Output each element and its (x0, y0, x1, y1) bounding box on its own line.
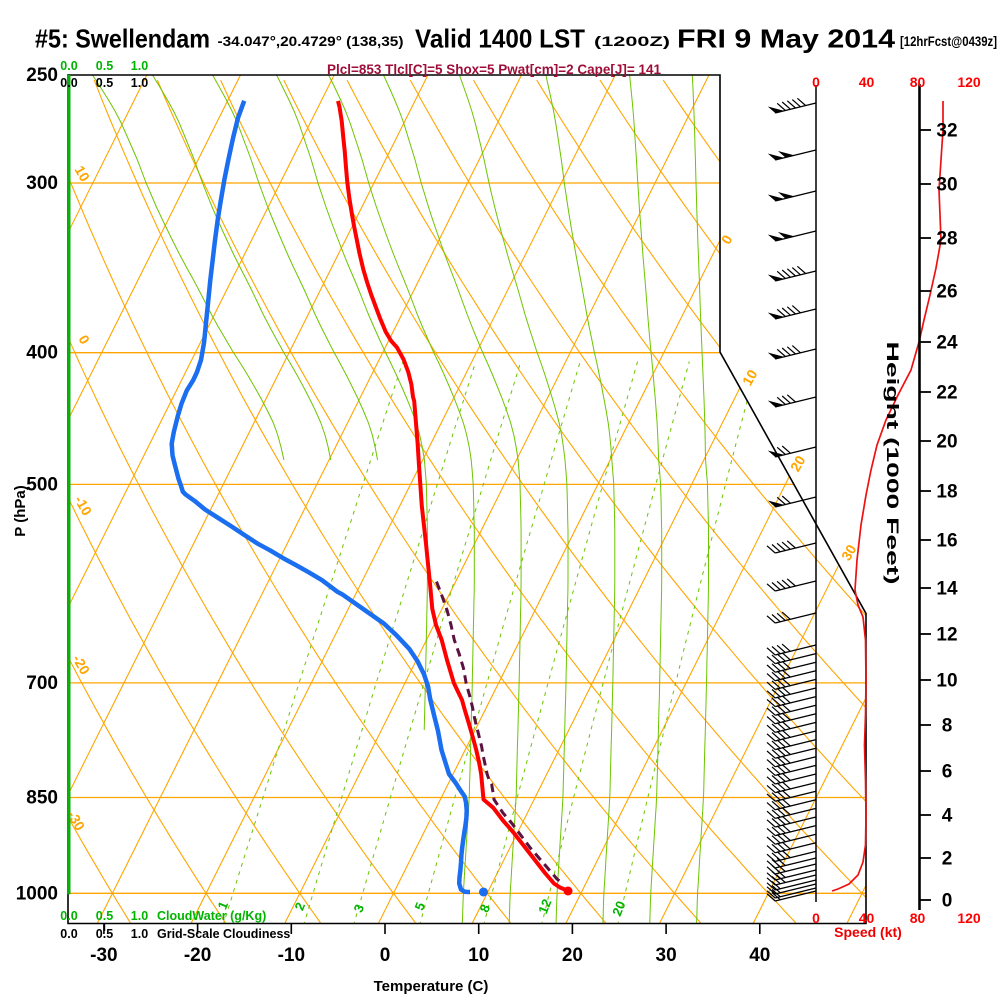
svg-text:20: 20 (562, 945, 583, 966)
svg-text:16: 16 (936, 531, 957, 552)
svg-text:Speed (kt): Speed (kt) (834, 924, 902, 940)
svg-text:120: 120 (957, 74, 981, 90)
svg-text:22: 22 (936, 383, 957, 404)
svg-text:1.0: 1.0 (131, 76, 148, 90)
svg-text:#5: Swellendam: #5: Swellendam (35, 24, 210, 54)
svg-text:Grid-Scale Cloudiness: Grid-Scale Cloudiness (157, 927, 290, 941)
svg-text:10: 10 (739, 367, 761, 389)
svg-text:CloudWater (g/Kg): CloudWater (g/Kg) (157, 909, 266, 923)
svg-text:30: 30 (656, 945, 677, 966)
svg-text:28: 28 (936, 229, 957, 250)
svg-text:Valid 1400 LST: Valid 1400 LST (415, 24, 585, 54)
svg-text:12: 12 (936, 625, 957, 646)
svg-text:30: 30 (936, 175, 957, 196)
svg-text:10: 10 (72, 163, 94, 185)
svg-text:0: 0 (380, 945, 391, 966)
svg-text:8: 8 (942, 716, 953, 737)
svg-text:0.0: 0.0 (60, 909, 77, 923)
svg-text:(1200Z): (1200Z) (594, 33, 670, 49)
svg-text:18: 18 (936, 482, 957, 503)
svg-text:14: 14 (936, 579, 958, 600)
svg-text:700: 700 (26, 673, 58, 694)
svg-text:20: 20 (787, 453, 809, 475)
svg-text:0.0: 0.0 (60, 927, 77, 941)
svg-text:40: 40 (859, 910, 875, 926)
svg-text:40: 40 (859, 74, 875, 90)
svg-text:0.5: 0.5 (96, 59, 113, 73)
svg-text:300: 300 (26, 173, 58, 194)
svg-text:20: 20 (609, 899, 628, 918)
svg-text:0: 0 (942, 891, 953, 912)
svg-text:-20: -20 (184, 945, 211, 966)
svg-text:Plcl=853 Tlcl[C]=5 Shox=5 Pwat: Plcl=853 Tlcl[C]=5 Shox=5 Pwat[cm]=2 Cap… (327, 62, 661, 77)
svg-text:40: 40 (749, 945, 770, 966)
svg-text:32: 32 (936, 121, 957, 142)
svg-text:1.0: 1.0 (131, 59, 148, 73)
svg-text:10: 10 (468, 945, 489, 966)
svg-text:-10: -10 (278, 945, 305, 966)
svg-text:0: 0 (812, 910, 820, 926)
svg-text:Height (1000 Feet): Height (1000 Feet) (883, 342, 902, 585)
svg-text:[12hrFcst@0439z]: [12hrFcst@0439z] (900, 33, 997, 49)
svg-text:80: 80 (910, 74, 926, 90)
svg-text:0.5: 0.5 (96, 909, 113, 923)
svg-text:120: 120 (957, 910, 981, 926)
svg-text:0.5: 0.5 (96, 927, 113, 941)
svg-text:0: 0 (812, 74, 820, 90)
svg-text:P (hPa): P (hPa) (12, 485, 29, 536)
svg-text:1000: 1000 (16, 883, 58, 904)
svg-text:20: 20 (936, 432, 957, 453)
svg-text:12: 12 (535, 897, 554, 916)
svg-text:1.0: 1.0 (131, 927, 148, 941)
svg-text:FRI 9 May 2014: FRI 9 May 2014 (677, 24, 896, 54)
svg-text:4: 4 (942, 806, 953, 827)
svg-text:24: 24 (936, 333, 958, 354)
svg-text:26: 26 (936, 282, 957, 303)
svg-text:80: 80 (910, 910, 926, 926)
svg-text:Temperature (C): Temperature (C) (374, 978, 489, 995)
svg-text:30: 30 (838, 542, 860, 564)
svg-text:-30: -30 (90, 945, 117, 966)
svg-text:250: 250 (26, 65, 58, 86)
svg-text:-34.047°,20.4729° (138,35): -34.047°,20.4729° (138,35) (218, 33, 404, 49)
svg-text:0.0: 0.0 (60, 76, 77, 90)
svg-text:500: 500 (26, 474, 58, 495)
svg-text:400: 400 (26, 343, 58, 364)
svg-text:1.0: 1.0 (131, 909, 148, 923)
svg-text:10: 10 (936, 671, 957, 692)
svg-text:0.5: 0.5 (96, 76, 113, 90)
svg-text:0.0: 0.0 (60, 59, 77, 73)
svg-text:6: 6 (942, 762, 953, 783)
svg-text:2: 2 (942, 849, 953, 870)
svg-text:850: 850 (26, 788, 58, 809)
